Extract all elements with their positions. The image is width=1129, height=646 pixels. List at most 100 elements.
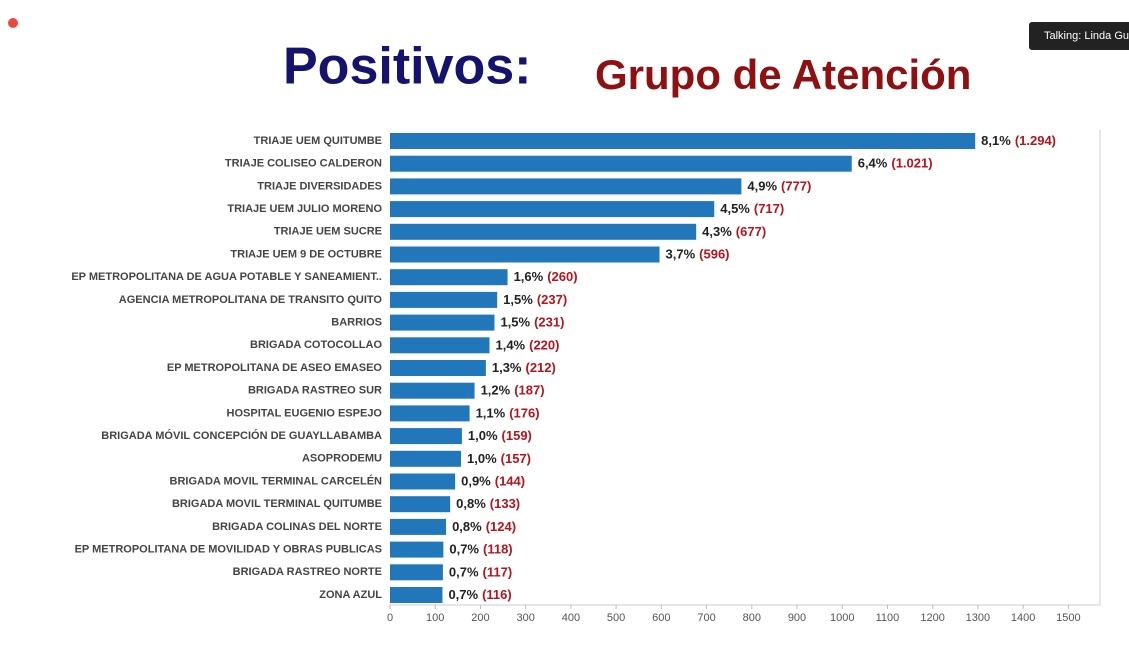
count-label: (1.021) xyxy=(891,156,932,171)
y-tick-label: TRIAJE UEM 9 DE OCTUBRE xyxy=(230,248,382,260)
percent-label: 3,7% xyxy=(666,247,696,262)
bar xyxy=(390,360,486,376)
percent-label: 4,5% xyxy=(720,202,750,217)
value-label: 3,7% (596) xyxy=(666,247,730,262)
bar xyxy=(390,201,715,218)
y-tick-label: BRIGADA MOVIL TERMINAL CARCELÉN xyxy=(170,474,383,487)
value-label: 1,3% (212) xyxy=(492,360,556,375)
x-tick-label: 300 xyxy=(516,612,534,624)
bar xyxy=(390,133,976,149)
bar xyxy=(390,473,456,490)
count-label: (260) xyxy=(547,270,577,285)
talking-text: Talking: Linda Gua xyxy=(1044,30,1129,42)
count-label: (596) xyxy=(699,247,729,262)
percent-label: 0,7% xyxy=(448,587,478,602)
y-tick-label: ZONA AZUL xyxy=(319,589,382,601)
count-label: (124) xyxy=(486,519,516,534)
x-tick-label: 200 xyxy=(471,612,489,624)
count-label: (231) xyxy=(534,315,564,330)
bar xyxy=(390,178,742,195)
bar xyxy=(390,587,443,603)
count-label: (1.294) xyxy=(1015,133,1056,148)
y-tick-label: TRIAJE UEM SUCRE xyxy=(274,226,382,238)
value-label: 0,8% (133) xyxy=(456,497,520,512)
y-tick-label: EP METROPOLITANA DE MOVILIDAD Y OBRAS PU… xyxy=(75,544,382,556)
value-label: 0,7% (117) xyxy=(449,565,512,580)
count-label: (677) xyxy=(736,224,766,239)
percent-label: 0,7% xyxy=(449,565,479,580)
value-label: 1,2% (187) xyxy=(481,383,545,398)
x-tick-label: 1000 xyxy=(830,612,854,624)
percent-label: 0,7% xyxy=(449,542,479,557)
x-tick-label: 800 xyxy=(743,612,761,624)
chart-title: Positivos: xyxy=(283,38,532,96)
value-label: 4,5% (717) xyxy=(720,202,784,217)
percent-label: 1,3% xyxy=(492,360,522,375)
count-label: (118) xyxy=(483,542,513,557)
y-tick-label: TRIAJE DIVERSIDADES xyxy=(257,180,382,192)
count-label: (176) xyxy=(509,406,539,421)
value-label: 0,7% (116) xyxy=(448,587,511,602)
percent-label: 4,3% xyxy=(702,224,732,239)
x-tick-label: 400 xyxy=(562,612,580,624)
count-label: (117) xyxy=(483,565,513,580)
count-label: (777) xyxy=(781,179,811,194)
percent-label: 6,4% xyxy=(858,156,888,171)
bar xyxy=(390,337,490,354)
count-label: (212) xyxy=(526,360,556,375)
count-label: (157) xyxy=(501,451,531,466)
y-tick-label: EP METROPOLITANA DE ASEO EMASEO xyxy=(167,362,383,374)
bar xyxy=(390,155,852,172)
value-label: 0,7% (118) xyxy=(449,542,512,557)
bar xyxy=(390,541,444,558)
y-tick-label: BRIGADA RASTREO NORTE xyxy=(233,566,382,578)
bar xyxy=(390,518,447,535)
bar xyxy=(390,314,495,331)
count-label: (717) xyxy=(754,202,784,217)
y-tick-label: HOSPITAL EUGENIO ESPEJO xyxy=(227,407,383,419)
percent-label: 1,0% xyxy=(468,429,498,444)
bar xyxy=(390,496,451,513)
x-tick-label: 1100 xyxy=(876,612,900,624)
bar xyxy=(390,450,461,467)
y-tick-label: ASOPRODEMU xyxy=(302,453,382,465)
x-tick-label: 1500 xyxy=(1056,612,1080,624)
count-label: (133) xyxy=(490,497,520,512)
y-tick-label: BRIGADA RASTREO SUR xyxy=(248,385,382,397)
x-tick-label: 700 xyxy=(697,612,715,624)
x-tick-label: 600 xyxy=(652,612,670,624)
bar xyxy=(390,223,697,240)
percent-label: 1,6% xyxy=(514,270,544,285)
count-label: (159) xyxy=(502,429,532,444)
count-label: (237) xyxy=(537,292,567,307)
percent-label: 0,8% xyxy=(452,519,482,534)
percent-label: 1,1% xyxy=(476,406,506,421)
talking-overlay xyxy=(1029,22,1129,50)
value-label: 1,4% (220) xyxy=(495,338,559,353)
x-tick-label: 100 xyxy=(426,612,444,624)
x-tick-label: 1300 xyxy=(966,612,990,624)
y-tick-label: BRIGADA COLINAS DEL NORTE xyxy=(212,521,382,533)
x-tick-label: 1400 xyxy=(1011,612,1035,624)
value-label: 8,1% (1.294) xyxy=(981,133,1056,148)
value-label: 1,0% (157) xyxy=(467,451,531,466)
count-label: (220) xyxy=(529,338,559,353)
count-label: (187) xyxy=(514,383,544,398)
bar xyxy=(390,428,462,445)
value-label: 4,9% (777) xyxy=(747,179,811,194)
bar xyxy=(390,564,443,581)
bar xyxy=(390,291,498,308)
y-tick-label: BARRIOS xyxy=(331,317,382,329)
percent-label: 0,9% xyxy=(461,474,491,489)
value-label: 6,4% (1.021) xyxy=(858,156,933,171)
value-label: 4,3% (677) xyxy=(702,224,766,239)
bar xyxy=(390,269,508,286)
x-tick-label: 0 xyxy=(387,612,393,624)
value-label: 1,0% (159) xyxy=(468,429,532,444)
percent-label: 1,0% xyxy=(467,451,497,466)
value-label: 1,5% (231) xyxy=(500,315,564,330)
bar xyxy=(390,246,660,263)
y-tick-label: AGENCIA METROPOLITANA DE TRANSITO QUITO xyxy=(119,294,383,306)
